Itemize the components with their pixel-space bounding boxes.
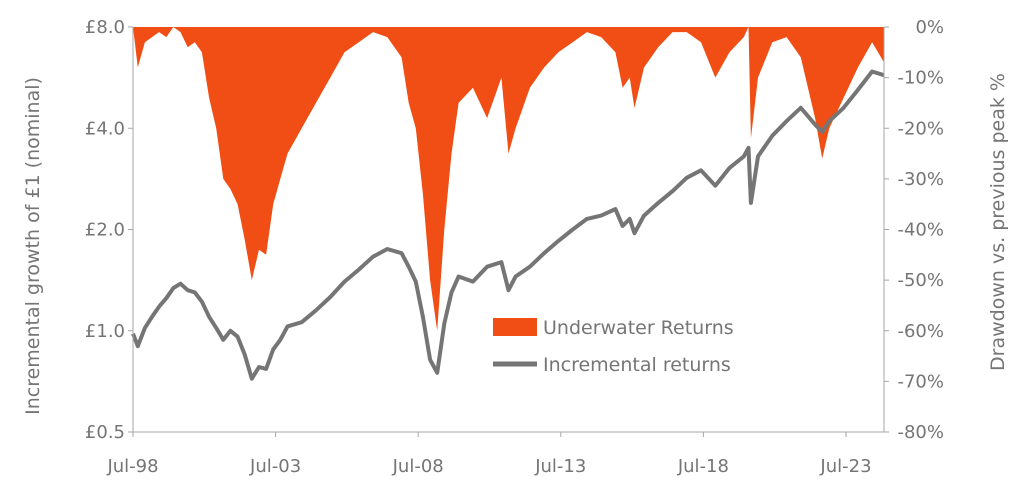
right-tick-label: -60%: [897, 321, 944, 342]
x-tick-labels: Jul-98 Jul-03 Jul-08 Jul-13 Jul-18 Jul-23: [106, 432, 872, 477]
underwater-area: [133, 27, 884, 331]
left-tick-label: £2.0: [85, 220, 125, 241]
right-tick-label: -70%: [897, 371, 944, 392]
underwater-area-path: [133, 27, 884, 331]
x-tick-label: Jul-18: [677, 456, 729, 477]
right-tick-label: -30%: [897, 169, 944, 190]
incremental-returns-line: [131, 69, 885, 381]
returns-line: [131, 69, 885, 381]
legend-swatch-underwater: [493, 318, 537, 336]
legend: Underwater Returns Incremental returns: [493, 317, 734, 376]
left-tick-label: £8.0: [85, 17, 125, 38]
right-tick-label: -20%: [897, 118, 944, 139]
x-tick-label: Jul-03: [249, 456, 301, 477]
x-tick-label: Jul-08: [392, 456, 444, 477]
right-tick-labels: 0% -10% -20% -30% -40% -50% -60% -70% -80%: [884, 17, 944, 443]
right-tick-label: -50%: [897, 270, 944, 291]
right-tick-label: -80%: [897, 422, 944, 443]
right-tick-label: 0%: [915, 17, 944, 38]
legend-label-returns: Incremental returns: [543, 354, 731, 376]
x-tick-label: Jul-98: [106, 456, 158, 477]
left-axis-title: Incremental growth of £1 (nominal): [22, 77, 44, 415]
x-tick-label: Jul-23: [819, 456, 871, 477]
x-tick-label: Jul-13: [534, 456, 586, 477]
left-tick-label: £0.5: [85, 422, 125, 443]
left-tick-label: £1.0: [85, 321, 125, 342]
right-tick-label: -40%: [897, 220, 944, 241]
legend-label-underwater: Underwater Returns: [543, 317, 734, 339]
right-axis-title: Drawdown vs. previous peak %: [987, 73, 1009, 371]
right-tick-label: -10%: [897, 68, 944, 89]
left-tick-label: £4.0: [85, 118, 125, 139]
left-tick-labels: £0.5 £1.0 £2.0 £4.0 £8.0: [85, 17, 133, 443]
